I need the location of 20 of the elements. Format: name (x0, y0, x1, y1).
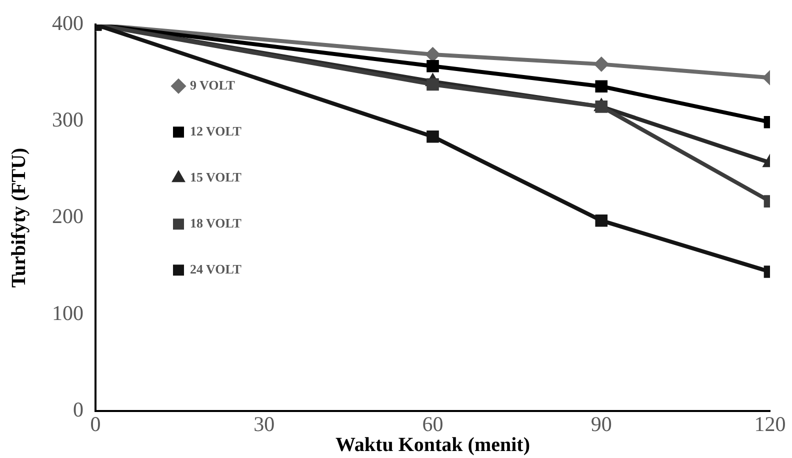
x-tick-label: 60 (422, 412, 444, 436)
point (426, 78, 439, 91)
y-tick-label: 200 (52, 204, 84, 228)
x-tick-label: 30 (254, 412, 275, 436)
point (594, 56, 609, 72)
legend-label: 15 VOLT (190, 169, 242, 184)
y-tick-label: 100 (52, 300, 84, 325)
y-tick-label: 400 (52, 11, 84, 36)
legend-label: 24 VOLT (190, 261, 242, 276)
point (426, 130, 439, 143)
x-tick-label: 90 (590, 412, 612, 436)
legend-label: 18 VOLT (190, 215, 242, 230)
legend-label: 12 VOLT (190, 123, 242, 138)
x-tick-label: 0 (90, 412, 101, 436)
y-tick-label: 300 (52, 108, 84, 132)
x-tick-label: 120 (754, 412, 786, 436)
point (426, 60, 439, 72)
x-axis-title: Waktu Kontak (menit) (336, 434, 530, 456)
y-axis-title: Turbifyty (FTU) (8, 148, 30, 288)
legend-label: 9 VOLT (190, 77, 236, 92)
